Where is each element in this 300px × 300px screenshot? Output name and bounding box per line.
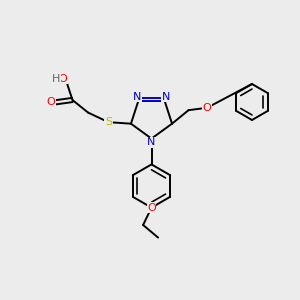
Text: N: N [133,92,141,101]
Text: N: N [147,137,156,147]
Text: O: O [47,98,56,107]
Text: O: O [58,74,67,84]
Text: O: O [147,202,156,213]
Text: S: S [105,117,112,127]
Text: H: H [52,74,60,84]
Text: N: N [162,92,170,101]
Text: O: O [203,103,212,113]
